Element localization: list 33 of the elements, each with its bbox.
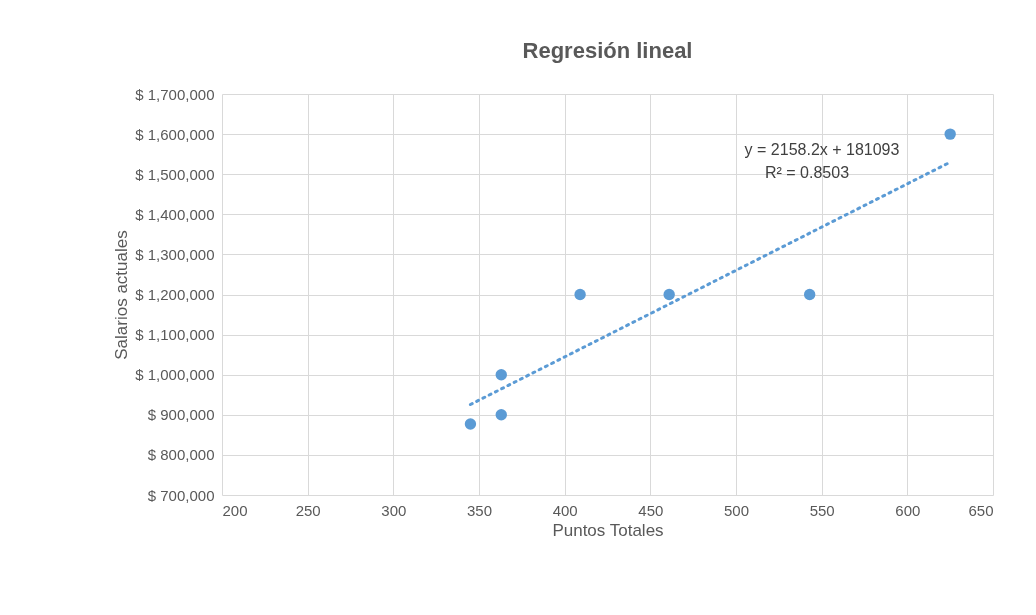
point	[495, 369, 507, 381]
y-tick-label: $ 1,600,000	[135, 125, 215, 143]
point	[495, 409, 507, 421]
annotation: y = 2158.2x + 181093	[744, 141, 900, 158]
y-tick-label: $ 1,300,000	[135, 245, 215, 263]
x-tick-label: 600	[895, 501, 921, 519]
x-tick-label: 500	[723, 501, 750, 519]
point	[574, 288, 586, 301]
x-tick-label: 250	[295, 501, 321, 519]
point	[663, 288, 675, 301]
y-tick-label: $ 1,400,000	[135, 205, 215, 223]
y-tick-label: $ 1,200,000	[135, 286, 215, 303]
y-axis-title: Salarios actuales	[112, 230, 132, 360]
y-tick-label: $ 1,500,000	[135, 165, 215, 183]
y-tick-label: $ 1,100,000	[135, 326, 215, 344]
y-tick-label: $ 700,000	[147, 486, 215, 504]
x-axis-title: Puntos Totales	[552, 520, 664, 540]
x-tick-label: 650	[968, 501, 994, 519]
point	[464, 418, 477, 430]
point	[944, 128, 956, 140]
x-tick-label: 400	[552, 501, 578, 519]
x-tick-label: 550	[809, 501, 835, 519]
x-tick-label: 450	[638, 501, 664, 519]
y-tick-label: $ 800,000	[147, 446, 215, 464]
y-tick-label: $ 1,700,000	[135, 85, 215, 103]
point	[803, 288, 816, 301]
x-tick-label: 300	[381, 501, 407, 519]
chart-title: Regresión lineal	[522, 38, 693, 63]
y-tick-label: $ 900,000	[147, 406, 215, 424]
y-tick-label: $ 1,000,000	[135, 366, 215, 384]
annotation: R² = 0.8503	[764, 164, 850, 181]
x-tick-label: 200	[222, 501, 248, 519]
x-tick-label: 350	[466, 501, 493, 519]
